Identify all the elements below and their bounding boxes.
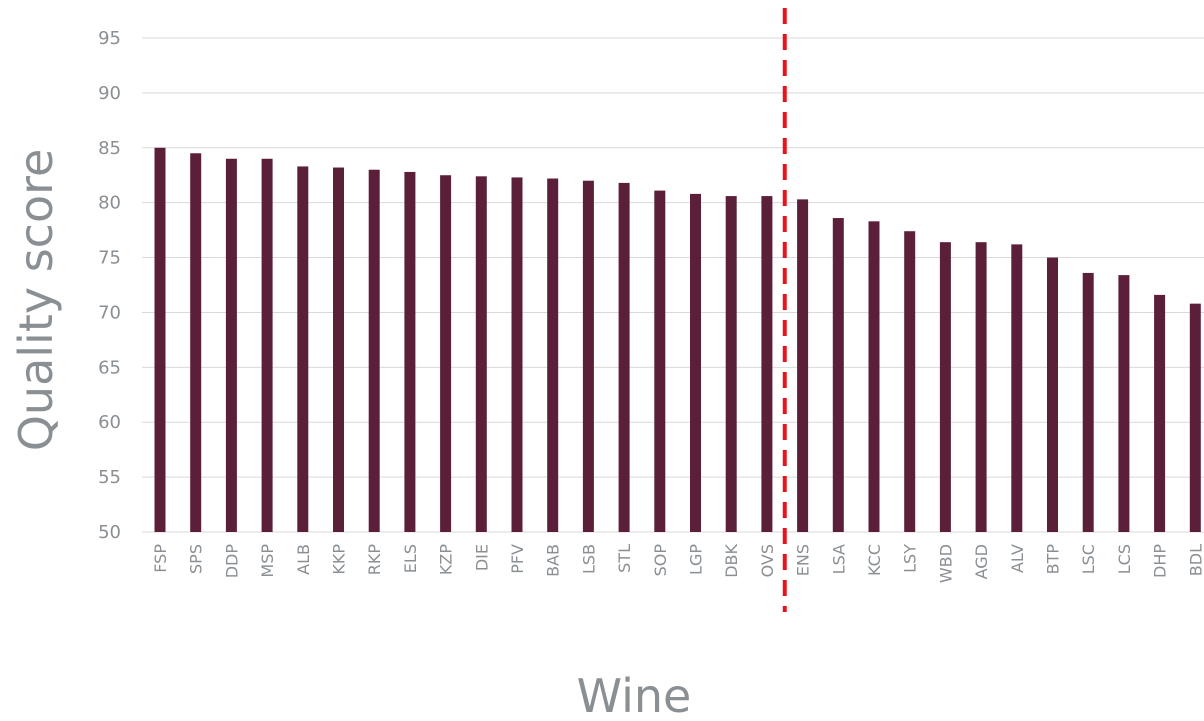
y-tick-label: 90: [98, 83, 121, 104]
bar-die: [475, 176, 487, 532]
y-tick-label: 85: [98, 138, 121, 159]
bar-alv: [1011, 244, 1023, 533]
bar-wbd: [939, 242, 951, 533]
bar-sps: [190, 153, 202, 532]
bar-alb: [297, 166, 309, 532]
x-tick-label: LSA: [829, 544, 848, 574]
x-tick-label: SOP: [651, 544, 670, 577]
x-tick-label: AGD: [972, 544, 991, 579]
x-tick-label: LCS: [1115, 544, 1134, 574]
bar-lsc: [1082, 272, 1094, 532]
y-tick-labels: 50 55 60 65 70 75 80 85 90 95: [98, 28, 121, 543]
y-tick-label: 80: [98, 193, 121, 214]
x-tick-label: MSP: [258, 544, 277, 578]
x-tick-label: FSP: [151, 544, 170, 573]
x-tick-label: KCC: [865, 544, 884, 576]
x-tick-label: DIE: [472, 544, 491, 571]
x-tick-label: LSY: [901, 544, 920, 573]
bar-dhp: [1154, 294, 1166, 532]
bar-ovs: [761, 196, 773, 532]
x-tick-label: BTP: [1044, 544, 1063, 575]
bar-ddp: [225, 158, 237, 532]
x-tick-label: RKP: [365, 544, 384, 576]
bar-lcs: [1118, 275, 1130, 532]
bar-pfv: [511, 177, 523, 532]
x-tick-label: LGP: [687, 544, 706, 575]
bar-sop: [654, 190, 666, 532]
y-tick-label: 95: [98, 28, 121, 49]
x-tick-label: PFV: [508, 544, 527, 574]
bar-msp: [261, 158, 273, 532]
bars: [154, 147, 1201, 533]
bar-ens: [797, 199, 809, 532]
bar-lsa: [832, 218, 844, 532]
bar-bab: [547, 178, 559, 532]
gridlines: [142, 37, 1204, 533]
bar-bdl: [1189, 303, 1201, 532]
x-tick-label: ENS: [794, 544, 813, 576]
y-tick-label: 70: [98, 302, 121, 323]
x-tick-label: LSB: [579, 544, 598, 574]
bar-agd: [975, 242, 987, 533]
x-tick-label: LSC: [1079, 544, 1098, 574]
bar-lgp: [690, 193, 701, 532]
x-tick-label: DBK: [722, 544, 741, 578]
bar-lsb: [582, 180, 594, 532]
x-tick-label: ALB: [294, 544, 313, 575]
x-tick-label: WBD: [936, 544, 955, 583]
bar-stl: [618, 182, 630, 532]
bar-rkp: [368, 169, 380, 532]
y-tick-label: 50: [98, 522, 121, 543]
y-tick-label: 75: [98, 248, 121, 269]
x-tick-label: KZP: [437, 544, 456, 575]
bar-kzp: [440, 175, 452, 532]
bar-els: [404, 171, 416, 532]
x-tick-label: BAB: [544, 544, 563, 577]
bar-kkp: [333, 167, 344, 532]
bar-dbk: [725, 196, 737, 532]
y-tick-label: 55: [98, 467, 121, 488]
x-axis-title: Wine: [577, 669, 692, 721]
y-tick-label: 65: [98, 357, 121, 378]
x-tick-labels: FSP SPS DDP MSP ALB KKP RKP ELS KZP DIE PFV BAB LSB S…: [151, 544, 1204, 584]
x-tick-label: ALV: [1008, 544, 1027, 573]
y-axis-title: Quality score: [9, 149, 63, 452]
x-tick-label: SPS: [187, 544, 206, 574]
y-tick-label: 60: [98, 412, 121, 433]
x-tick-label: DHP: [1151, 544, 1170, 578]
x-tick-label: BDL: [1186, 544, 1204, 576]
x-tick-label: KKP: [330, 544, 349, 575]
bar-btp: [1047, 257, 1058, 532]
bar-fsp: [154, 147, 166, 532]
x-tick-label: DDP: [222, 544, 241, 579]
bar-lsy: [904, 231, 916, 532]
bar-kcc: [868, 221, 880, 532]
x-tick-label: STL: [615, 544, 634, 573]
x-tick-label: ELS: [401, 544, 420, 573]
x-tick-label: OVS: [758, 544, 777, 577]
